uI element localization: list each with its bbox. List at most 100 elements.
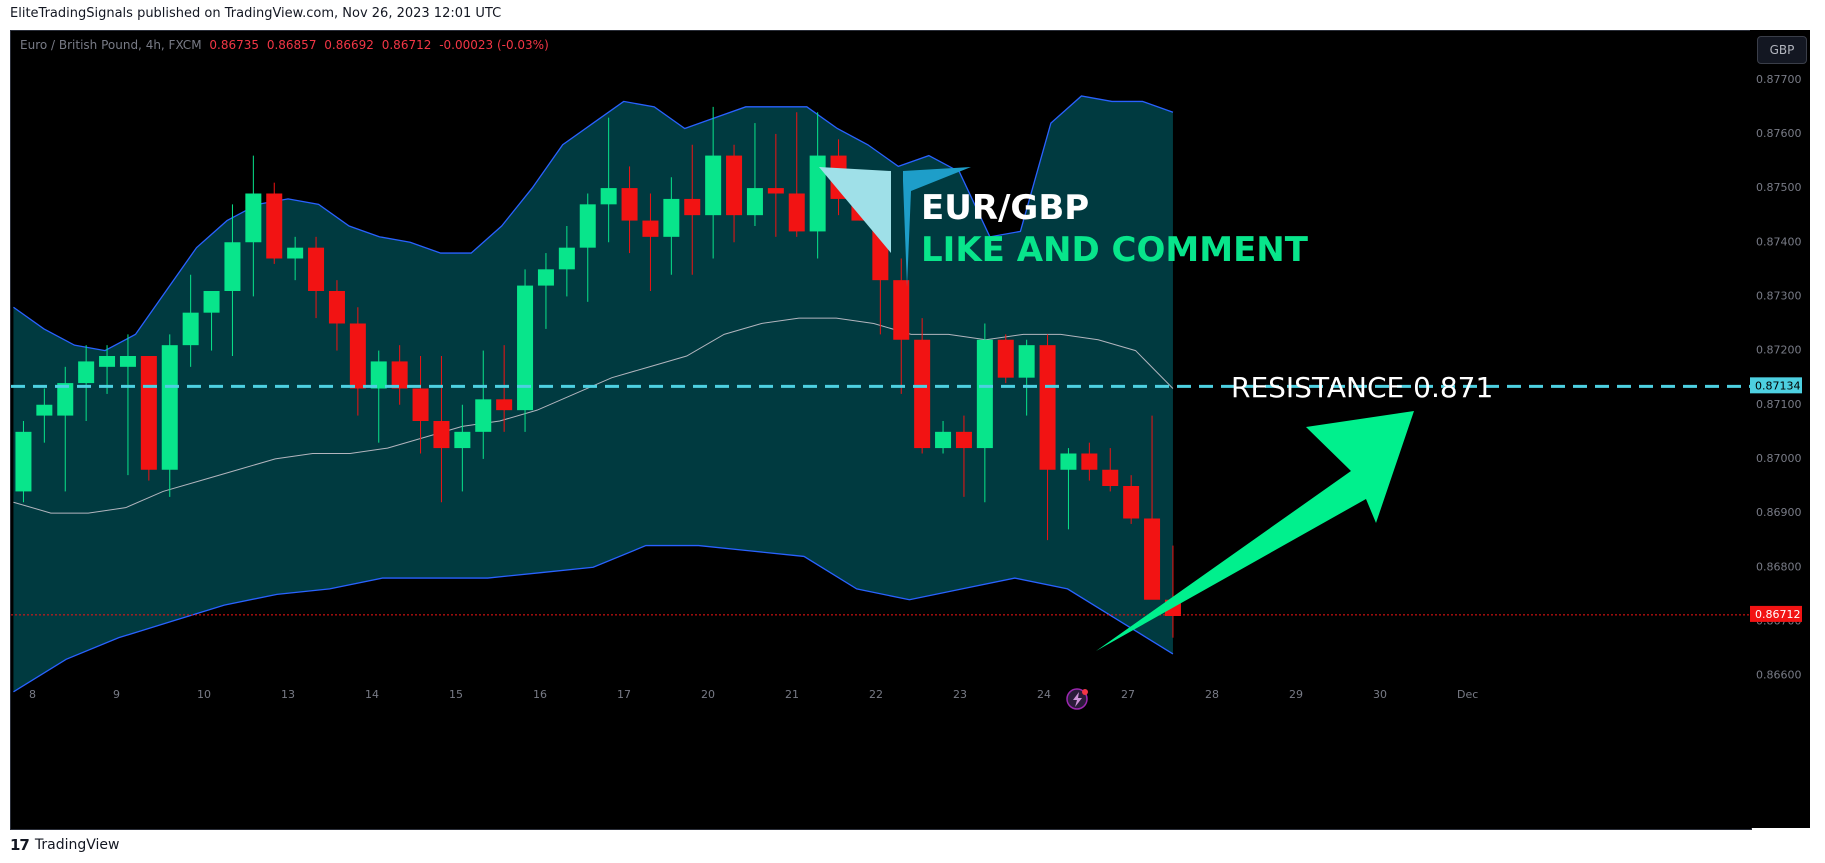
x-tick-label: 13	[281, 688, 295, 701]
x-tick-label: 15	[449, 688, 463, 701]
price-axis-svg: 0.87700 0.87600 0.87500 0.87400 0.87300 0.872…	[1750, 73, 1802, 682]
candle	[203, 291, 220, 351]
candles	[15, 106, 1181, 638]
y-tick-label: 0.87300	[1756, 289, 1802, 302]
resistance-price-badge-bg	[1750, 377, 1802, 394]
last-price-badge-bg	[1750, 605, 1802, 622]
x-tick-label: 23	[953, 688, 967, 701]
x-tick-label: 21	[785, 688, 799, 701]
candle-body	[454, 431, 471, 449]
candle	[161, 334, 178, 497]
logo-left-wing	[819, 167, 891, 253]
candle-body	[767, 188, 784, 194]
x-tick-label: 20	[701, 688, 715, 701]
candle	[642, 193, 659, 291]
candle	[935, 421, 952, 454]
x-tick-label: 27	[1121, 688, 1135, 701]
x-tick-label: 14	[365, 688, 379, 701]
brand-logo	[819, 167, 971, 287]
x-tick-label: 10	[197, 688, 211, 701]
publish-caption: EliteTradingSignals published on Trading…	[10, 6, 502, 21]
candle-body	[684, 198, 701, 216]
candle	[976, 323, 993, 503]
candle-body	[224, 242, 241, 291]
candle	[893, 258, 910, 394]
x-tick-label: Dec	[1457, 688, 1478, 701]
candle-body	[391, 361, 408, 389]
low-value: 0.86692	[324, 38, 374, 52]
candle-body	[726, 155, 743, 216]
candle-body	[203, 291, 220, 313]
candle	[1102, 448, 1119, 492]
change-value: -0.00023 (-0.03%)	[439, 38, 549, 52]
candle-body	[893, 280, 910, 340]
candle-body	[433, 421, 450, 449]
candle	[705, 106, 722, 259]
x-tick-label: 16	[533, 688, 547, 701]
candle-body	[287, 247, 304, 259]
candle	[997, 334, 1014, 384]
chart-area[interactable]: 8 9 10 13 14 15 16 17 20 21 22 23 24 27 28 29 30 Dec EUR/…	[10, 30, 1752, 830]
candle	[349, 307, 366, 416]
currency-button[interactable]: GBP	[1757, 36, 1807, 64]
band-fill	[13, 96, 1173, 692]
x-axis-ticks: 8 9 10 13 14 15 16 17 20 21 22 23 24 27 28 29 30 Dec	[29, 688, 1478, 701]
candle-body	[266, 193, 283, 259]
candle	[370, 350, 387, 443]
candle	[391, 345, 408, 405]
candle	[537, 253, 554, 329]
footer-brand: TradingView	[34, 837, 120, 853]
y-tick-label: 0.87200	[1756, 344, 1802, 357]
x-tick-label: 29	[1289, 688, 1303, 701]
candle	[684, 144, 701, 275]
open-value: 0.86735	[209, 38, 259, 52]
candle	[809, 112, 826, 259]
lightning-icon[interactable]	[1066, 688, 1088, 710]
candle	[600, 117, 617, 243]
close-value: 0.86712	[381, 38, 432, 52]
candle	[767, 133, 784, 237]
candle-body	[663, 198, 680, 237]
x-tick-label: 8	[29, 688, 36, 701]
candle-body	[140, 356, 157, 470]
resistance-price-badge: 0.87134	[1755, 379, 1801, 392]
candle	[182, 274, 199, 367]
candle-body	[1081, 453, 1098, 470]
candle	[266, 182, 283, 264]
candle	[140, 356, 157, 481]
candle-body	[1123, 486, 1140, 519]
x-tick-label: 30	[1373, 688, 1387, 701]
candle-body	[1060, 453, 1077, 470]
last-price-badge: 0.86712	[1755, 608, 1801, 621]
candle	[119, 334, 136, 476]
candle-body	[182, 312, 199, 346]
candle-body	[412, 388, 429, 421]
candle	[726, 144, 743, 243]
candle	[1018, 339, 1035, 416]
x-tick-label: 24	[1037, 688, 1051, 701]
candle	[1081, 442, 1098, 481]
candle-body	[370, 361, 387, 389]
logo-right-wing	[903, 167, 971, 287]
candle	[621, 166, 638, 254]
x-tick-label: 17	[617, 688, 631, 701]
candle	[746, 123, 763, 226]
candle-body	[496, 399, 513, 411]
x-tick-label: 22	[869, 688, 883, 701]
band-lower-line	[13, 544, 1174, 693]
footer-logo[interactable]: 17 TradingView	[10, 836, 119, 854]
candle-body	[642, 220, 659, 237]
high-value: 0.86857	[266, 38, 317, 52]
symbol-name: Euro / British Pound, 4h, FXCM	[20, 38, 202, 52]
candle-body	[600, 188, 617, 205]
candle-body	[36, 404, 53, 416]
candle	[454, 404, 471, 492]
candle	[1144, 415, 1161, 600]
y-tick-label: 0.87600	[1756, 127, 1802, 140]
candle	[579, 193, 596, 302]
y-tick-label: 0.87100	[1756, 398, 1802, 411]
candle-body	[15, 431, 32, 492]
candle-body	[517, 285, 534, 411]
price-axis[interactable]: 0.87700 0.87600 0.87500 0.87400 0.87300 0.872…	[1750, 30, 1810, 828]
candle	[663, 177, 680, 275]
